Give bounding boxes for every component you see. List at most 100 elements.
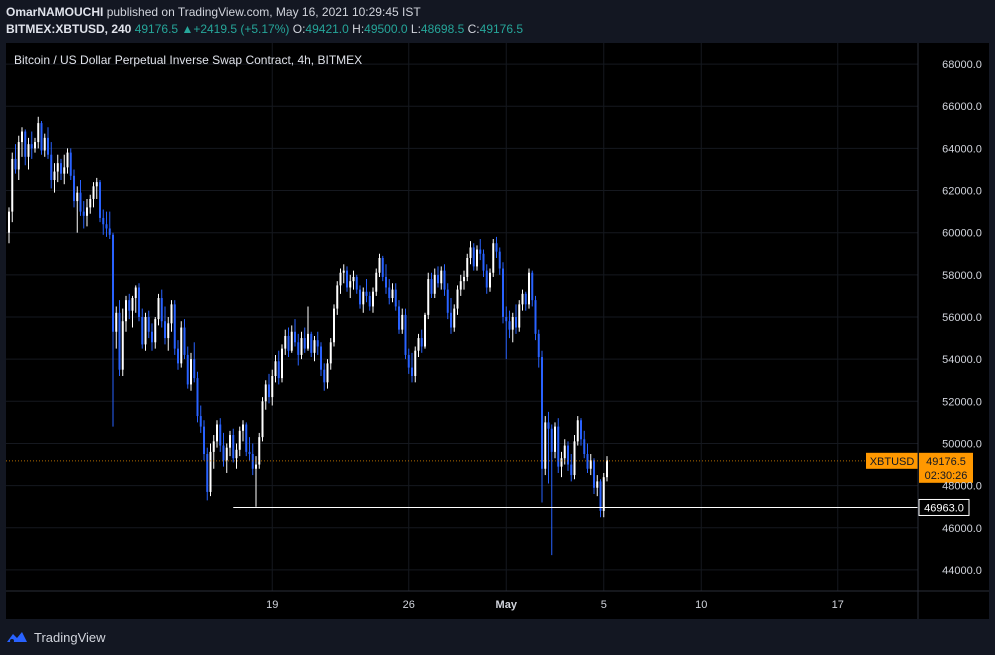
candle-body bbox=[99, 182, 101, 218]
candle-body bbox=[131, 298, 134, 311]
open-value: 49421.0 bbox=[305, 22, 349, 36]
candle-body bbox=[24, 131, 27, 157]
candle-body bbox=[339, 272, 342, 286]
candle-body bbox=[573, 441, 576, 476]
price-tick-label: 68000.0 bbox=[942, 59, 982, 71]
candle-body bbox=[586, 454, 589, 469]
candle-body bbox=[50, 154, 53, 180]
current-price-label: 49176.5 bbox=[926, 456, 966, 468]
candle-body bbox=[593, 460, 595, 488]
candle-body bbox=[450, 312, 452, 328]
candle-body bbox=[427, 279, 430, 315]
candle-body bbox=[508, 321, 511, 330]
candle-body bbox=[196, 378, 199, 417]
candle-body bbox=[251, 454, 254, 469]
time-tick-label: 17 bbox=[832, 599, 844, 611]
candle-body bbox=[294, 331, 296, 343]
candle-body bbox=[583, 439, 586, 454]
candle-body bbox=[248, 451, 251, 454]
candle-body bbox=[219, 424, 222, 446]
candle-body bbox=[567, 445, 569, 465]
candle-body bbox=[232, 435, 235, 459]
chart-title: Bitcoin / US Dollar Perpetual Inverse Sw… bbox=[14, 53, 362, 67]
candle-body bbox=[164, 321, 166, 339]
candle-body bbox=[281, 348, 283, 379]
close-label: C: bbox=[467, 22, 480, 36]
candle-body bbox=[147, 317, 150, 332]
candle-body bbox=[209, 451, 212, 492]
candle-body bbox=[177, 348, 179, 364]
candle-body bbox=[190, 359, 192, 385]
candles bbox=[8, 116, 608, 556]
candle-body bbox=[365, 291, 368, 296]
candle-body bbox=[76, 192, 79, 202]
candle-body bbox=[492, 243, 495, 273]
candle-body bbox=[489, 272, 491, 288]
time-axis[interactable]: 19 26 May 5 10 17 bbox=[266, 599, 844, 611]
tradingview-logo-icon bbox=[7, 632, 27, 643]
candle-body bbox=[544, 422, 547, 469]
candle-body bbox=[173, 304, 176, 349]
candle-body bbox=[391, 289, 394, 299]
publish-text: published on TradingView.com, May 16, 20… bbox=[106, 5, 421, 19]
price-axis[interactable]: 68000.0 66000.0 64000.0 62000.0 60000.0 58000… bbox=[942, 59, 982, 577]
footer-branding[interactable]: TradingView bbox=[6, 626, 106, 648]
candle-body bbox=[284, 335, 287, 349]
candle-body bbox=[66, 152, 69, 168]
candle-body bbox=[261, 401, 264, 438]
chart-area[interactable]: 46963.0 XBTUSD 49176.5 02:30:26 68000.0 660… bbox=[6, 43, 989, 619]
candle-body bbox=[125, 300, 127, 322]
candle-body bbox=[112, 234, 114, 332]
candle-body bbox=[186, 354, 189, 385]
candle-body bbox=[17, 142, 20, 170]
candle-body bbox=[524, 293, 527, 305]
price-tick-label: 62000.0 bbox=[942, 186, 982, 198]
candle-body bbox=[313, 340, 316, 353]
candle-body bbox=[463, 276, 465, 282]
candle-body bbox=[225, 447, 228, 461]
candle-body bbox=[589, 460, 592, 469]
support-line-group[interactable]: 46963.0 bbox=[233, 498, 970, 516]
candle-body bbox=[394, 289, 397, 307]
candle-body bbox=[235, 449, 238, 459]
candle-body bbox=[547, 422, 550, 429]
candle-body bbox=[154, 319, 157, 343]
candle-body bbox=[180, 327, 183, 364]
high-label: H: bbox=[352, 22, 365, 36]
candle-body bbox=[141, 317, 144, 345]
time-tick-label: May bbox=[496, 599, 518, 611]
price-chart[interactable]: 46963.0 XBTUSD 49176.5 02:30:26 68000.0 660… bbox=[6, 43, 989, 619]
candle-body bbox=[485, 270, 488, 288]
candle-body bbox=[222, 445, 225, 461]
price-tick-label: 44000.0 bbox=[942, 565, 982, 577]
candle-body bbox=[34, 142, 36, 149]
candle-body bbox=[138, 287, 140, 317]
author-name[interactable]: OmarNAMOUCHI bbox=[6, 5, 104, 19]
candle-body bbox=[307, 333, 309, 349]
candle-body bbox=[310, 333, 313, 353]
candle-body bbox=[385, 276, 387, 288]
candle-body bbox=[469, 247, 472, 258]
candle-body bbox=[287, 335, 290, 351]
candle-body bbox=[534, 300, 537, 334]
candle-body bbox=[570, 464, 573, 476]
candle-body bbox=[388, 287, 391, 299]
time-tick-label: 5 bbox=[601, 599, 607, 611]
candle-body bbox=[40, 123, 43, 151]
candle-body bbox=[381, 257, 384, 277]
price-tick-label: 58000.0 bbox=[942, 270, 982, 282]
candle-body bbox=[8, 211, 10, 233]
candle-body bbox=[115, 312, 118, 332]
candle-body bbox=[453, 308, 456, 328]
candle-body bbox=[268, 384, 270, 398]
candle-body bbox=[342, 270, 345, 273]
candle-body bbox=[21, 131, 23, 143]
candle-body bbox=[518, 304, 521, 328]
candle-body bbox=[411, 367, 413, 377]
candle-body bbox=[151, 331, 153, 343]
candle-body bbox=[56, 163, 59, 172]
candle-body bbox=[229, 435, 231, 448]
time-tick-label: 26 bbox=[403, 599, 415, 611]
symbol-label[interactable]: BITMEX:XBTUSD, 240 bbox=[6, 22, 132, 36]
candle-body bbox=[290, 331, 293, 351]
